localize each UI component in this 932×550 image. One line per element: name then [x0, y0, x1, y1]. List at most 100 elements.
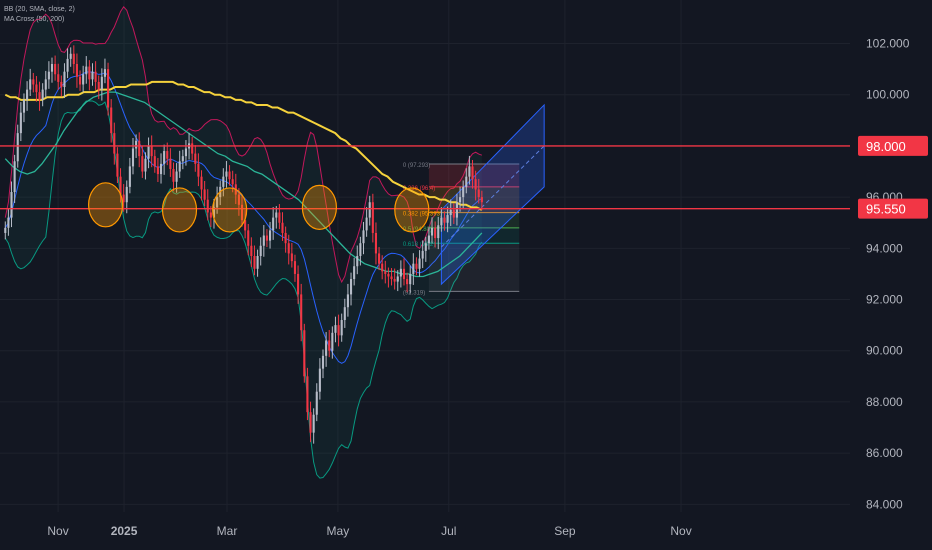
candle-body [178, 161, 181, 172]
candle-body [200, 176, 203, 190]
price-axis: 102.000100.00096.00094.00092.00090.00088… [858, 37, 928, 511]
fib-level-label: (92.319) [403, 290, 425, 296]
candle-body [459, 197, 462, 203]
candle-body [85, 66, 88, 75]
candle-body [191, 143, 194, 154]
candle-body [138, 140, 141, 157]
candle-body [19, 112, 22, 134]
chart-grid [0, 0, 850, 512]
candle-body [346, 294, 349, 308]
time-tick-label: May [327, 524, 350, 538]
candle-body [281, 222, 284, 233]
support-circles [87, 182, 430, 233]
candle-body [144, 158, 147, 172]
candle-body [247, 230, 250, 246]
candle-body [212, 207, 216, 218]
candle-body [300, 294, 303, 331]
candle-body [480, 197, 483, 203]
candle-body [297, 273, 300, 295]
support-circle [394, 187, 430, 233]
channel-median [441, 145, 545, 248]
candle-body [250, 245, 253, 256]
candle-body [107, 69, 110, 108]
candle-body [262, 235, 265, 246]
candle-body [303, 330, 306, 377]
support-circle [161, 187, 198, 233]
indicator-legend: BB (20, SMA, close, 2) MA Cross (50, 200… [4, 5, 75, 25]
bb-upper [4, 5, 483, 284]
candle-body [434, 227, 437, 239]
candle-body [446, 215, 449, 223]
candle-body [471, 166, 474, 180]
fib-level-label: 0.618 (94.2) [403, 242, 435, 248]
candle-body [340, 320, 343, 336]
price-tick-label: 90.000 [866, 344, 903, 358]
candle-body [334, 325, 337, 333]
candle-body [216, 197, 219, 208]
candle-body [293, 261, 297, 274]
candle-body [156, 166, 159, 175]
candle-body [259, 245, 262, 256]
price-tick-label: 92.000 [866, 293, 903, 307]
candle-body [44, 79, 47, 90]
candle-body [244, 220, 247, 231]
candle-body [163, 151, 166, 164]
candle-body [474, 179, 477, 190]
candle-body [197, 163, 200, 177]
candle-body [424, 243, 427, 251]
candle-body [368, 202, 371, 218]
candle-body [147, 145, 150, 159]
candle-body [349, 279, 353, 295]
price-tick-label: 86.000 [866, 446, 903, 460]
candle-body [381, 263, 384, 272]
channel-fill [440, 103, 545, 286]
candle-body [26, 89, 29, 100]
candle-body [228, 171, 231, 180]
candle-body [393, 279, 396, 282]
fib-level-label: 0.382 (95.393) [403, 212, 442, 218]
regression-channel [440, 103, 545, 286]
candle-body [97, 81, 100, 90]
candle-body [253, 256, 256, 269]
candle-body [396, 276, 399, 282]
candle-body [240, 204, 244, 221]
candle-body [390, 276, 393, 280]
candle-body [418, 258, 421, 269]
candle-body [415, 263, 418, 269]
candle-body [60, 81, 63, 88]
candle-body [318, 368, 321, 392]
candle-body [110, 107, 113, 134]
candle-body [41, 89, 44, 100]
candle-body [406, 279, 409, 285]
candle-body [272, 217, 275, 231]
candle-body [116, 153, 119, 177]
candle-body [153, 156, 156, 167]
price-tick-label: 88.000 [866, 395, 903, 409]
price-level-badge-label: 95.550 [866, 202, 906, 217]
candle-body [356, 256, 359, 267]
legend-ma-cross[interactable]: MA Cross (50, 200) [4, 16, 65, 23]
time-tick-label: Nov [47, 524, 68, 538]
candle-body [128, 166, 131, 187]
candle-body [284, 232, 287, 244]
candle-body [374, 232, 378, 254]
candle-body [35, 84, 38, 93]
candle-body [256, 256, 259, 269]
candle-body [57, 74, 60, 82]
candle-body [440, 217, 443, 226]
candle-body [82, 74, 85, 85]
candle-body [328, 340, 331, 351]
candle-body [10, 192, 13, 218]
candle-body [321, 355, 325, 369]
candle-body [387, 273, 390, 277]
candle-body [181, 156, 184, 162]
candle-body [100, 76, 103, 90]
candle-body [449, 209, 452, 216]
candle-body [325, 340, 328, 356]
candle-body [287, 243, 290, 254]
candle-body [462, 186, 465, 198]
legend-bb[interactable]: BB (20, SMA, close, 2) [4, 6, 75, 13]
fib-level-label: 0.5 (94.80) [403, 227, 432, 233]
candle-body [225, 171, 228, 177]
